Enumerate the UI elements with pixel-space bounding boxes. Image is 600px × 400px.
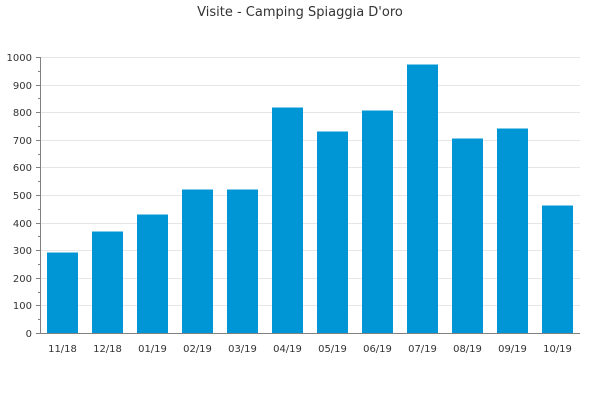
y-tick-label: 500 xyxy=(13,191,32,202)
x-tick-label: 03/19 xyxy=(228,344,257,355)
x-tick-label: 01/19 xyxy=(138,344,167,355)
y-tick-label: 100 xyxy=(13,301,32,312)
axes xyxy=(40,57,580,334)
bar-09-19[interactable] xyxy=(497,128,528,334)
grid-lines xyxy=(40,57,580,306)
x-tick-label: 05/19 xyxy=(318,344,347,355)
x-tick-label: 08/19 xyxy=(453,344,482,355)
bar-02-19[interactable] xyxy=(182,189,213,334)
x-axis-ticks: 11/18 12/18 01/19 02/19 03/19 04/19 05/19 06/19… xyxy=(48,344,572,355)
x-tick-label: 04/19 xyxy=(273,344,302,355)
y-tick-label: 900 xyxy=(13,81,32,92)
x-tick-label: 06/19 xyxy=(363,344,392,355)
bar-08-19[interactable] xyxy=(452,138,483,333)
y-tick-label: 600 xyxy=(13,163,32,174)
y-tick-label: 700 xyxy=(13,136,32,147)
bar-12-18[interactable] xyxy=(92,231,123,333)
x-tick-label: 07/19 xyxy=(408,344,437,355)
bar-11-18[interactable] xyxy=(47,252,78,333)
y-tick-label: 800 xyxy=(13,108,32,119)
chart-title: Visite - Camping Spiaggia D'oro xyxy=(197,5,403,20)
bar-06-19[interactable] xyxy=(362,110,393,334)
y-tick-label: 1000 xyxy=(7,53,32,64)
bars xyxy=(47,64,573,334)
y-tick-label: 400 xyxy=(13,219,32,230)
x-tick-label: 02/19 xyxy=(183,344,212,355)
bar-10-19[interactable] xyxy=(542,205,573,334)
bar-03-19[interactable] xyxy=(227,189,258,334)
bar-04-19[interactable] xyxy=(272,107,303,334)
bar-05-19[interactable] xyxy=(317,131,348,334)
bar-01-19[interactable] xyxy=(137,214,168,333)
x-tick-label: 11/18 xyxy=(48,344,77,355)
x-tick-label: 12/18 xyxy=(93,344,122,355)
y-tick-label: 200 xyxy=(13,274,32,285)
y-tick-label: 0 xyxy=(26,329,32,340)
y-axis-ticks: 0 100 200 300 400 500 600 700 800 900 1000 xyxy=(7,53,40,340)
x-tick-label: 09/19 xyxy=(498,344,527,355)
bar-07-19[interactable] xyxy=(407,64,438,334)
y-tick-label: 300 xyxy=(13,246,32,257)
x-tick-label: 10/19 xyxy=(543,344,572,355)
